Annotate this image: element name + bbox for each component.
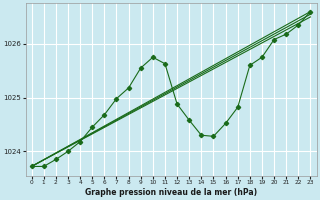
X-axis label: Graphe pression niveau de la mer (hPa): Graphe pression niveau de la mer (hPa) [85,188,257,197]
